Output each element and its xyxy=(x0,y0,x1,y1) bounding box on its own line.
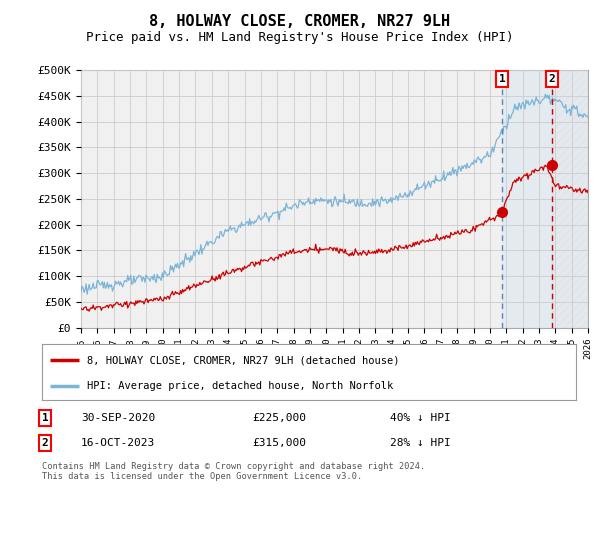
Text: 1: 1 xyxy=(41,413,49,423)
Text: 2: 2 xyxy=(41,438,49,448)
Text: Price paid vs. HM Land Registry's House Price Index (HPI): Price paid vs. HM Land Registry's House … xyxy=(86,31,514,44)
Text: 2: 2 xyxy=(548,74,555,84)
Text: 8, HOLWAY CLOSE, CROMER, NR27 9LH (detached house): 8, HOLWAY CLOSE, CROMER, NR27 9LH (detac… xyxy=(88,355,400,365)
Text: HPI: Average price, detached house, North Norfolk: HPI: Average price, detached house, Nort… xyxy=(88,381,394,391)
Text: 1: 1 xyxy=(499,74,506,84)
Text: 30-SEP-2020: 30-SEP-2020 xyxy=(81,413,155,423)
Text: 40% ↓ HPI: 40% ↓ HPI xyxy=(390,413,451,423)
Text: Contains HM Land Registry data © Crown copyright and database right 2024.
This d: Contains HM Land Registry data © Crown c… xyxy=(42,462,425,482)
Text: £315,000: £315,000 xyxy=(252,438,306,448)
Bar xyxy=(552,70,588,328)
Text: 8, HOLWAY CLOSE, CROMER, NR27 9LH: 8, HOLWAY CLOSE, CROMER, NR27 9LH xyxy=(149,14,451,29)
Text: 28% ↓ HPI: 28% ↓ HPI xyxy=(390,438,451,448)
Text: 16-OCT-2023: 16-OCT-2023 xyxy=(81,438,155,448)
Bar xyxy=(502,70,552,328)
Text: £225,000: £225,000 xyxy=(252,413,306,423)
